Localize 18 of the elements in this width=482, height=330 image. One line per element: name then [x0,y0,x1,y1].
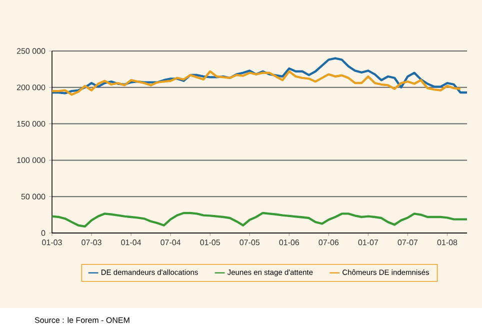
y-tick-label: 100 000 [17,157,46,164]
x-tick-label: 01-05 [200,240,220,246]
y-tick-label: 150 000 [17,120,46,127]
x-tick-label: 01-03 [42,240,62,246]
y-tick-label: 250 000 [16,48,46,54]
x-tick-label: 07-04 [160,240,181,246]
source-note: Source : le Forem - ONEM [34,317,130,323]
x-tick-label: 07-05 [240,240,260,246]
x-tick-label: 01-04 [121,240,142,246]
x-tick-label: 01-07 [358,240,378,246]
x-tick-label: 07-07 [398,240,418,246]
x-tick-label: 01-06 [279,240,300,246]
x-tick-label: 07-06 [318,240,339,246]
x-tick-label: 01-08 [437,240,458,246]
y-tick-label: 0 [41,230,46,236]
y-tick-label: 50 000 [21,194,46,200]
y-tick-label: 200 000 [16,84,46,90]
x-tick-label: 07-03 [82,240,102,246]
